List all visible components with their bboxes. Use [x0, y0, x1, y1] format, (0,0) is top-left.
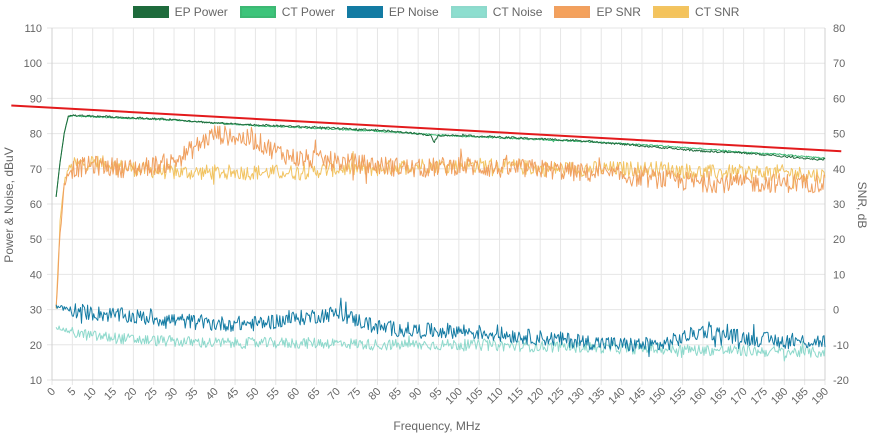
- legend-label-ep-power: EP Power: [174, 5, 228, 19]
- x-tick-label: 0: [45, 386, 58, 399]
- y-right-tick-label: 80: [833, 23, 845, 35]
- chart-legend: EP Power CT Power EP Noise CT Noise EP S…: [0, 5, 872, 19]
- legend-swatch-ep-snr: [554, 6, 591, 18]
- x-tick-label: 40: [204, 386, 221, 403]
- legend-label-ct-snr: CT SNR: [694, 5, 740, 19]
- y-right-tick-label: 0: [833, 305, 839, 317]
- x-tick-label: 135: [586, 386, 607, 407]
- plot-area: [11, 104, 842, 362]
- legend-item-ct-power[interactable]: CT Power: [239, 5, 335, 19]
- legend-label-ct-power: CT Power: [281, 5, 335, 19]
- x-tick-label: 160: [688, 386, 709, 407]
- x-tick-label: 65: [305, 386, 322, 403]
- legend-swatch-ep-noise: [346, 6, 383, 18]
- series-line-ep-power: [55, 114, 826, 197]
- y-left-tick-label: 90: [30, 93, 42, 105]
- x-tick-label: 25: [143, 386, 160, 403]
- y-right-tick-label: 60: [833, 93, 845, 105]
- x-tick-label: 185: [789, 386, 810, 407]
- y-left-tick-label: 60: [30, 199, 42, 211]
- y-axis-left-title: Power & Noise, dBuV: [2, 147, 16, 262]
- y-left-tick-label: 20: [30, 340, 42, 352]
- x-tick-label: 60: [285, 386, 302, 403]
- legend-label-ep-snr: EP SNR: [596, 5, 641, 19]
- y-left-tick-label: 70: [30, 164, 42, 176]
- y-right-tick-label: 20: [833, 234, 845, 246]
- x-tick-label: 55: [265, 386, 282, 403]
- y-axis-right-title: SNR, dB: [855, 182, 869, 229]
- grid-lines: [47, 27, 826, 385]
- y-left-tick-label: 30: [30, 305, 42, 317]
- x-axis-title: Frequency, MHz: [393, 419, 480, 433]
- y-right-tick-label: 30: [833, 199, 845, 211]
- x-tick-label: 95: [427, 386, 444, 403]
- x-tick-label: 165: [708, 386, 729, 407]
- legend-swatch-ct-noise: [450, 6, 487, 18]
- x-tick-label: 130: [566, 386, 587, 407]
- x-tick-label: 175: [749, 386, 770, 407]
- x-tick-label: 10: [82, 386, 99, 403]
- y-left-tick-label: 50: [30, 234, 42, 246]
- series-line-ct-power: [55, 114, 826, 197]
- x-tick-label: 5: [66, 386, 79, 399]
- x-tick-label: 145: [627, 386, 648, 407]
- y-left-tick-label: 10: [30, 375, 42, 387]
- y-right-tick-label: 40: [833, 164, 845, 176]
- x-tick-label: 190: [810, 386, 831, 407]
- legend-item-ep-power[interactable]: EP Power: [132, 5, 228, 19]
- x-tick-label: 105: [464, 386, 485, 407]
- x-tick-label: 20: [122, 386, 139, 403]
- x-tick-label: 50: [244, 386, 261, 403]
- x-tick-label: 30: [163, 386, 180, 403]
- y-right-tick-label: -10: [833, 340, 849, 352]
- series-line-ep-noise: [55, 297, 826, 358]
- x-tick-label: 180: [769, 386, 790, 407]
- y-right-tick-label: -20: [833, 375, 849, 387]
- legend-item-ct-noise[interactable]: CT Noise: [450, 5, 543, 19]
- x-tick-label: 15: [102, 386, 119, 403]
- legend-label-ep-noise: EP Noise: [388, 5, 439, 19]
- y-left-tick-label: 80: [30, 129, 42, 141]
- x-tick-label: 85: [387, 386, 404, 403]
- x-tick-label: 90: [407, 386, 424, 403]
- y-left-tick-label: 110: [24, 23, 42, 35]
- x-tick-label: 150: [647, 386, 668, 407]
- legend-swatch-ep-power: [132, 6, 169, 18]
- axes: 0 5 10 15 20 25 30 35 40 45 50 55 60 65 70 75 80 85 90 9510…: [24, 23, 849, 407]
- y-right-tick-label: 70: [833, 58, 845, 70]
- legend-item-ep-snr[interactable]: EP SNR: [554, 5, 641, 19]
- x-tick-label: 125: [545, 386, 566, 407]
- y-right-tick-label: 50: [833, 129, 845, 141]
- y-left-tick-label: 40: [30, 269, 42, 281]
- x-tick-label: 155: [667, 386, 688, 407]
- x-tick-label: 115: [505, 386, 526, 407]
- x-tick-label: 110: [485, 386, 506, 407]
- x-tick-label: 75: [346, 386, 363, 403]
- legend-item-ct-snr[interactable]: CT SNR: [652, 5, 740, 19]
- y-right-tick-label: 10: [833, 269, 845, 281]
- x-tick-label: 70: [326, 386, 343, 403]
- legend-item-ep-noise[interactable]: EP Noise: [346, 5, 439, 19]
- x-tick-label: 45: [224, 386, 241, 403]
- x-tick-label: 35: [183, 386, 200, 403]
- y-left-tick-label: 100: [24, 58, 42, 70]
- trend-line: [11, 104, 842, 153]
- legend-swatch-ct-power: [239, 6, 276, 18]
- x-tick-label: 120: [525, 386, 546, 407]
- series-line-ep-snr: [55, 125, 826, 308]
- series-line-ct-noise: [55, 325, 826, 362]
- x-tick-label: 170: [728, 386, 749, 407]
- x-tick-label: 140: [606, 386, 627, 407]
- legend-label-ct-noise: CT Noise: [492, 5, 543, 19]
- x-tick-label: 80: [366, 386, 383, 403]
- legend-swatch-ct-snr: [652, 6, 689, 18]
- x-tick-label: 100: [443, 386, 464, 407]
